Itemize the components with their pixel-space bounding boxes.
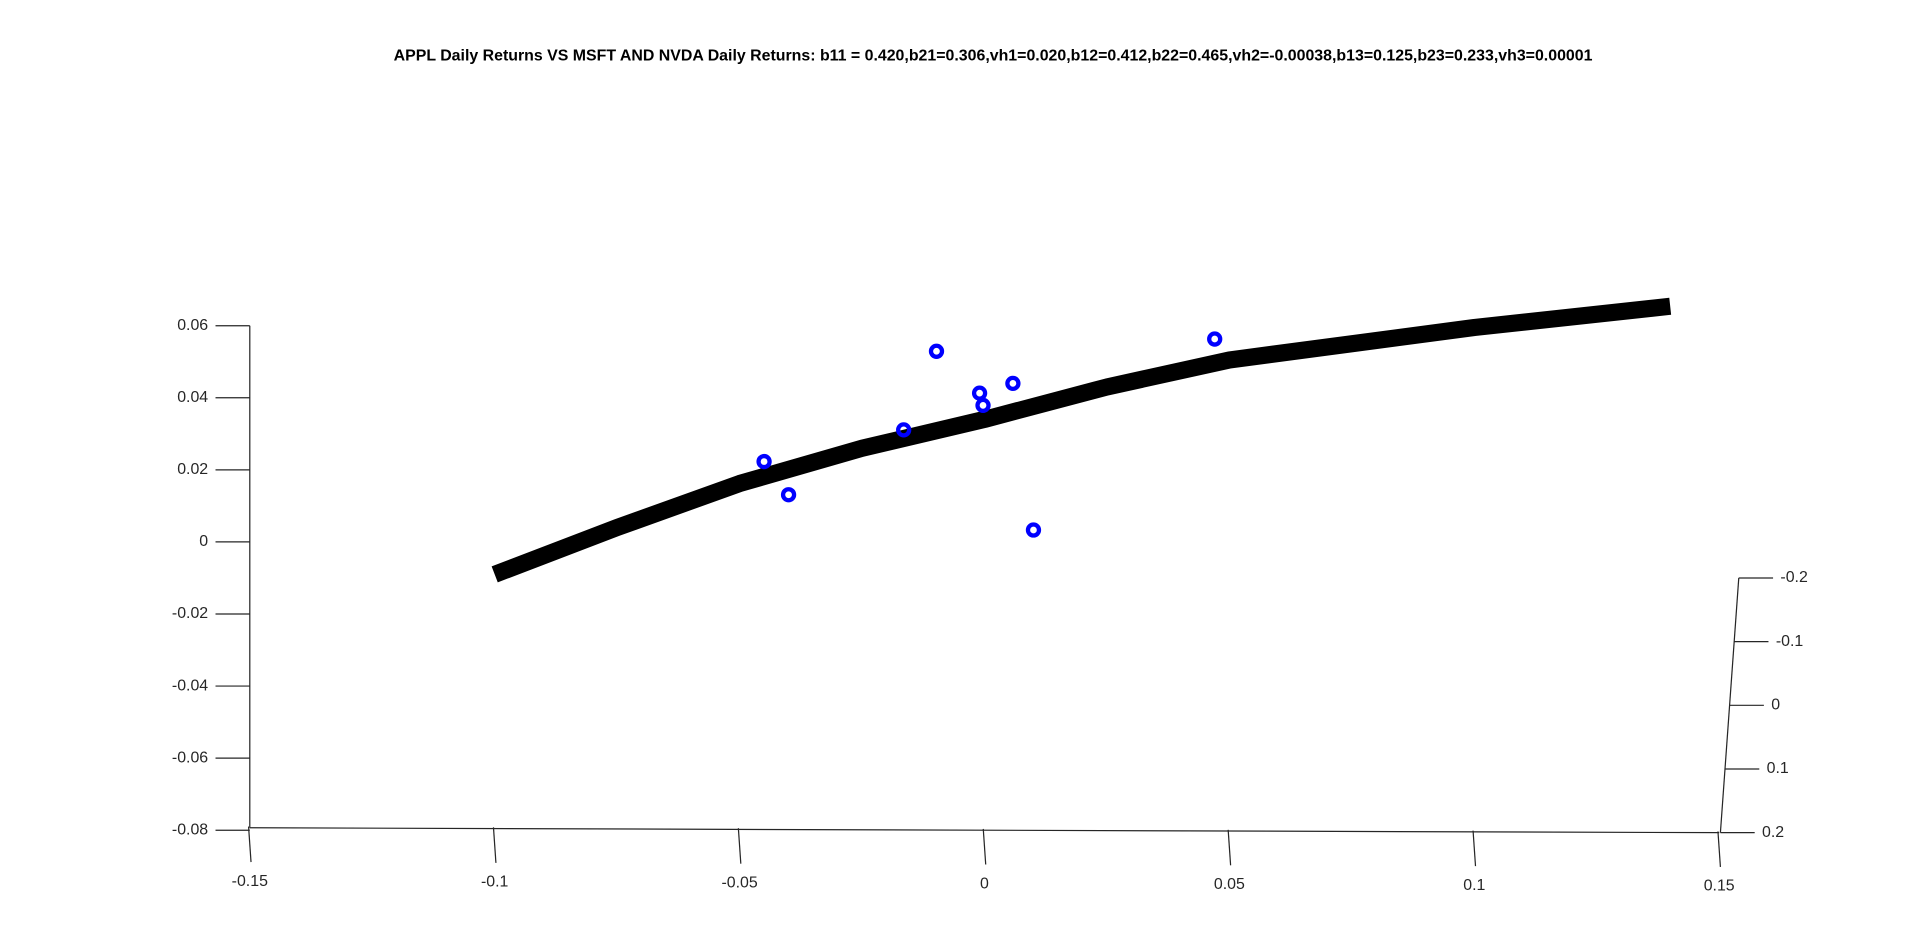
- point-ring: [975, 397, 991, 414]
- x-tick-label: 0.15: [1704, 878, 1735, 895]
- point: [971, 385, 988, 401]
- x-tick: [492, 827, 497, 863]
- x-tick: [1227, 829, 1232, 866]
- point: [928, 343, 945, 359]
- point-ring: [896, 422, 912, 438]
- point: [780, 487, 797, 503]
- y-tick-label: 0.04: [177, 389, 208, 406]
- x-tick-label: -0.1: [481, 874, 509, 891]
- y-tick-label: -0.06: [172, 749, 208, 766]
- point: [1207, 331, 1223, 347]
- z-tick-label: 0.2: [1762, 824, 1784, 841]
- x-tick-label: 0.05: [1214, 876, 1245, 893]
- point-ring: [1005, 375, 1021, 392]
- z-tick-label: 0.1: [1767, 760, 1789, 777]
- x-tick-label: -0.05: [721, 874, 757, 891]
- x-axis: [249, 827, 1720, 834]
- point-ring: [756, 453, 772, 470]
- y-tick-label: -0.04: [172, 677, 208, 694]
- y-tick-label: -0.08: [172, 821, 208, 838]
- x-tick-label: 0: [980, 875, 989, 892]
- y-tick-label: 0.06: [177, 317, 208, 334]
- point: [896, 422, 912, 438]
- point: [1025, 522, 1042, 538]
- x-tick: [737, 828, 742, 864]
- fit-curve: [491, 297, 1672, 583]
- point: [975, 397, 991, 414]
- point-ring: [971, 385, 988, 401]
- x-tick: [1717, 831, 1722, 867]
- z-tick-label: -0.2: [1780, 569, 1808, 586]
- point: [1005, 375, 1021, 392]
- y-tick-label: 0: [199, 533, 208, 550]
- z-tick-label: -0.1: [1776, 633, 1804, 650]
- y-tick-label: -0.02: [172, 605, 208, 622]
- x-tick: [247, 826, 252, 863]
- x-tick-label: 0.1: [1463, 877, 1485, 894]
- point-ring: [780, 487, 797, 503]
- point: [756, 453, 772, 470]
- x-tick: [982, 828, 987, 865]
- y-tick-label: 0.02: [177, 461, 208, 478]
- point-ring: [928, 343, 945, 359]
- point-ring: [1025, 522, 1042, 538]
- chart-title: APPL Daily Returns VS MSFT AND NVDA Dail…: [394, 48, 1593, 65]
- x-tick-label: -0.15: [232, 873, 268, 890]
- x-tick: [1472, 830, 1477, 867]
- z-tick-label: 0: [1771, 697, 1780, 714]
- point-ring: [1207, 331, 1223, 347]
